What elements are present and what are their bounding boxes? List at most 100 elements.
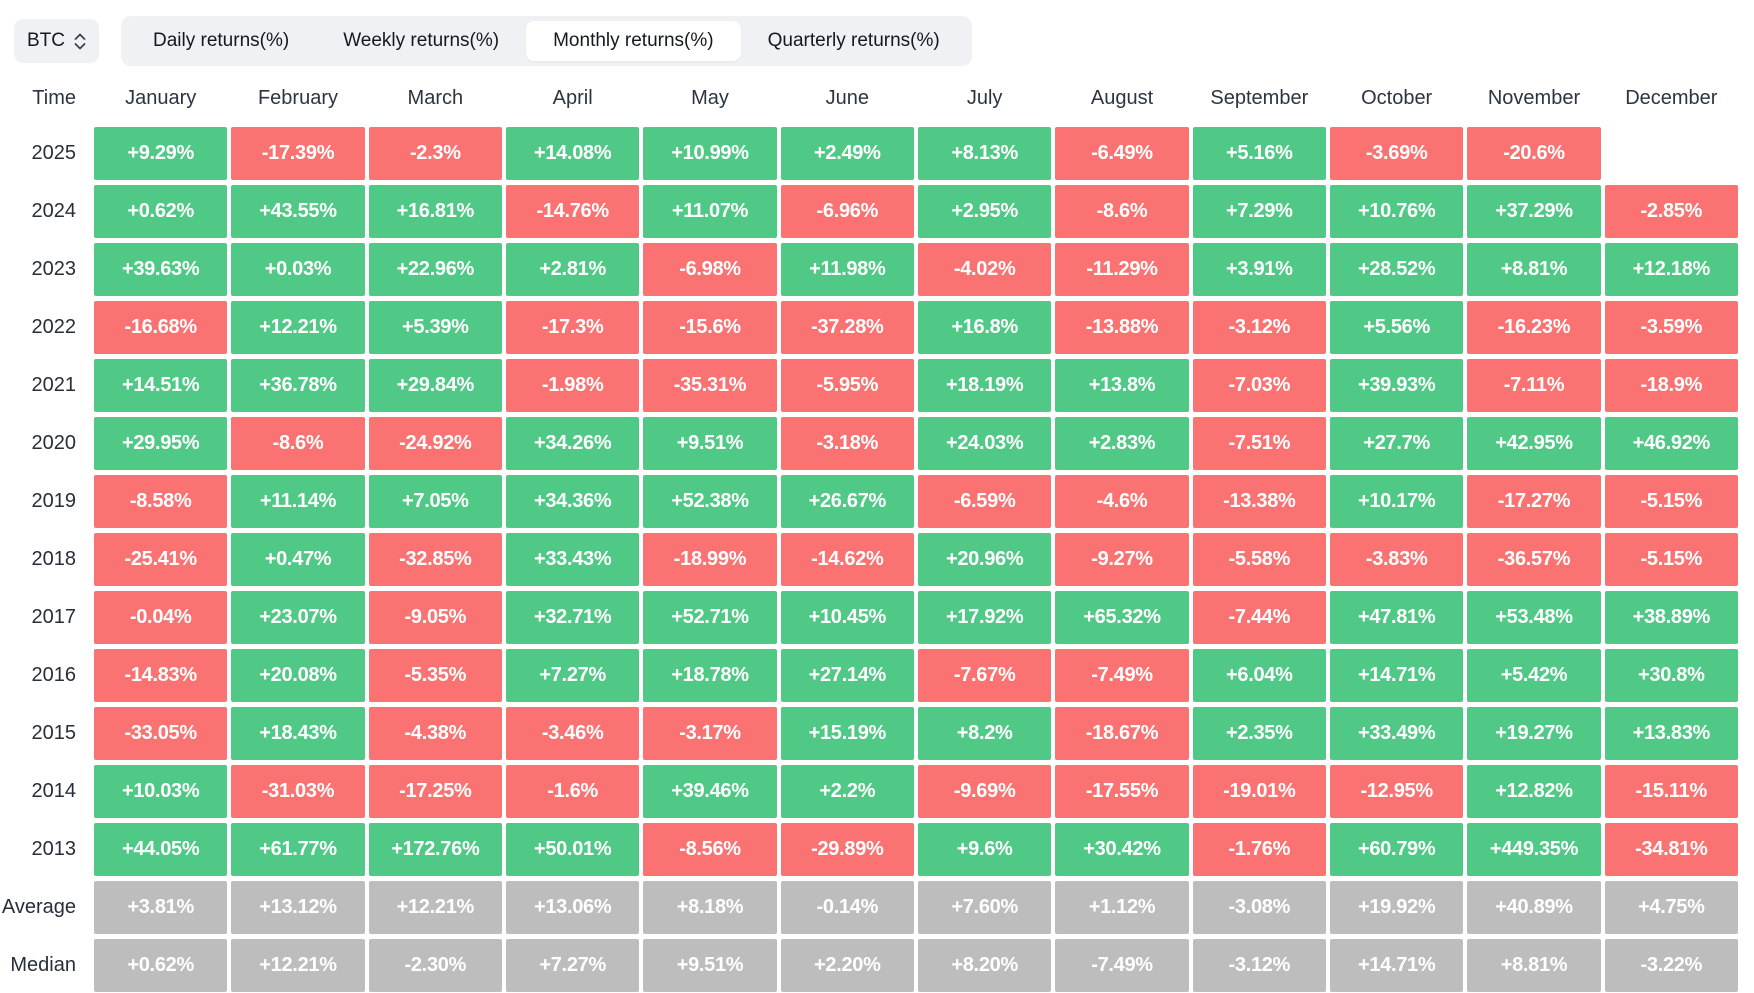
toolbar: BTC Daily returns(%) Weekly returns(%) Mon… (0, 0, 1754, 66)
return-cell: -5.95% (780, 359, 914, 412)
return-cell: +14.08% (505, 127, 640, 180)
return-cell: +10.76% (1329, 185, 1464, 238)
return-cell: +7.60% (917, 881, 1052, 934)
return-cell: +19.92% (1329, 881, 1464, 934)
return-cell: +34.36% (505, 475, 640, 528)
return-cell: -17.39% (231, 127, 365, 180)
return-cell: -8.6% (1055, 185, 1189, 238)
return-cell: -1.76% (1192, 823, 1326, 876)
return-cell: +172.76% (368, 823, 502, 876)
return-cell: +28.52% (1329, 243, 1464, 296)
return-cell: +2.49% (780, 127, 914, 180)
return-cell: -37.28% (780, 301, 914, 354)
return-cell: +10.99% (643, 127, 777, 180)
column-header-time: Time (32, 86, 76, 109)
return-cell: -0.04% (94, 591, 228, 644)
return-cell: +0.47% (231, 533, 365, 586)
return-cell: +3.91% (1192, 243, 1326, 296)
return-cell: +13.8% (1055, 359, 1189, 412)
row-label-2021: 2021 (31, 374, 77, 396)
return-cell: +10.03% (94, 765, 228, 818)
return-cell: +18.19% (917, 359, 1052, 412)
tab-daily[interactable]: Daily returns(%) (153, 30, 290, 51)
return-cell: -31.03% (231, 765, 365, 818)
return-cell: -6.49% (1055, 127, 1189, 180)
return-cell: +8.81% (1467, 939, 1601, 992)
return-cell: -14.83% (94, 649, 228, 702)
return-cell: +11.14% (231, 475, 365, 528)
return-cell: +61.77% (231, 823, 365, 876)
return-cell: +2.81% (505, 243, 640, 296)
column-header-may: May (691, 86, 729, 109)
return-cell: -16.68% (94, 301, 228, 354)
row-label-2013: 2013 (31, 838, 77, 860)
return-cell: +12.82% (1467, 765, 1601, 818)
return-cell: -2.30% (368, 939, 502, 992)
return-cell: +27.7% (1329, 417, 1464, 470)
row-label-median: Median (10, 954, 76, 976)
return-cell: +8.81% (1467, 243, 1601, 296)
return-cell: -14.76% (505, 185, 640, 238)
return-cell: -5.58% (1192, 533, 1326, 586)
return-cell: -18.67% (1055, 707, 1189, 760)
return-cell: -9.69% (917, 765, 1052, 818)
return-cell: +39.46% (643, 765, 777, 818)
column-header-january: January (125, 86, 197, 109)
return-cell: +16.81% (368, 185, 502, 238)
tab-quarterly[interactable]: Quarterly returns(%) (767, 30, 940, 51)
return-cell: +33.49% (1329, 707, 1464, 760)
return-cell: +13.12% (231, 881, 365, 934)
return-cell: -3.17% (643, 707, 777, 760)
return-cell: -4.02% (917, 243, 1052, 296)
return-cell: -17.25% (368, 765, 502, 818)
return-cell: +10.17% (1329, 475, 1464, 528)
return-cell: +10.45% (780, 591, 914, 644)
return-cell: +34.26% (505, 417, 640, 470)
return-cell: +30.42% (1055, 823, 1189, 876)
return-cell: +7.29% (1192, 185, 1326, 238)
tab-weekly[interactable]: Weekly returns(%) (343, 30, 500, 51)
symbol-selector[interactable]: BTC (14, 19, 99, 63)
return-cell: -4.38% (368, 707, 502, 760)
return-cell: +5.39% (368, 301, 502, 354)
return-cell-empty (1605, 127, 1738, 180)
return-cell: -3.22% (1604, 939, 1738, 992)
return-cell: +4.75% (1604, 881, 1738, 934)
return-cell: -1.6% (505, 765, 640, 818)
return-cell: -7.44% (1192, 591, 1326, 644)
return-cell: -13.38% (1192, 475, 1326, 528)
return-cell: +5.56% (1329, 301, 1464, 354)
return-cell: -18.99% (643, 533, 777, 586)
column-header-october: October (1361, 86, 1433, 109)
return-cell: +53.48% (1467, 591, 1601, 644)
return-cell: +12.21% (368, 881, 502, 934)
return-cell: -25.41% (94, 533, 228, 586)
return-cell: -17.55% (1055, 765, 1189, 818)
return-cell: +46.92% (1604, 417, 1738, 470)
tab-monthly[interactable]: Monthly returns(%) (526, 21, 741, 61)
return-cell: -3.12% (1192, 301, 1326, 354)
return-cell: +15.19% (780, 707, 914, 760)
return-cell: +32.71% (505, 591, 640, 644)
returns-table: Time January February March April May June Jul… (0, 74, 1738, 992)
return-cell: +50.01% (505, 823, 640, 876)
return-cell: +8.13% (917, 127, 1052, 180)
column-header-july: July (966, 86, 1003, 109)
return-cell: +38.89% (1604, 591, 1738, 644)
return-cell: -9.05% (368, 591, 502, 644)
column-header-april: April (552, 86, 593, 109)
return-cell: -34.81% (1604, 823, 1738, 876)
return-cell: +2.95% (917, 185, 1052, 238)
column-header-september: September (1210, 86, 1309, 109)
return-cell: +52.38% (643, 475, 777, 528)
row-label-2020: 2020 (31, 432, 77, 454)
return-cell: +7.05% (368, 475, 502, 528)
return-cell: -5.15% (1604, 475, 1738, 528)
column-header-november: November (1487, 86, 1581, 109)
return-cell: +29.84% (368, 359, 502, 412)
row-label-2017: 2017 (31, 606, 77, 628)
return-cell: +9.51% (643, 939, 777, 992)
return-cell: +14.71% (1329, 649, 1464, 702)
return-cell: -2.3% (368, 127, 502, 180)
return-cell: -3.83% (1329, 533, 1464, 586)
